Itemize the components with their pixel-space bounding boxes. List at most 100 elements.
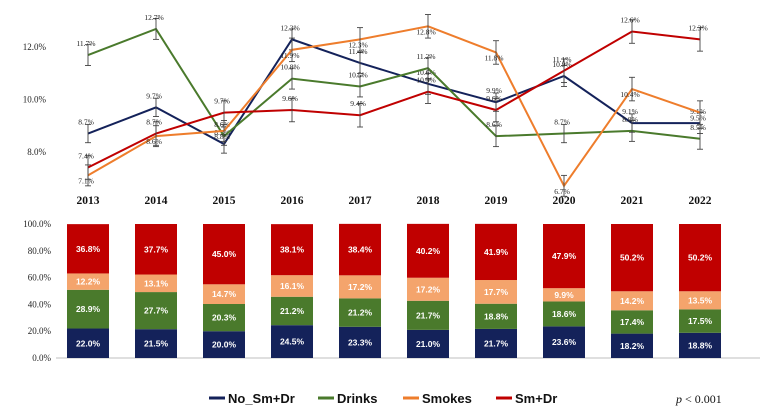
data-label: 10.5% xyxy=(348,70,367,79)
bar-segment-sm-dr xyxy=(271,224,313,276)
data-label: 12.8% xyxy=(416,27,435,36)
line-xtick-label: 2013 xyxy=(77,195,100,207)
bar-ytick-label: 80.0% xyxy=(28,246,52,256)
bar-segment-sm-dr xyxy=(543,224,585,289)
data-label: 8.5% xyxy=(690,123,706,132)
series-smokes: 7.1% 8.6% 8.8% 11.9% 12.3% 12.8% 11.8% 6.7% 10.4… xyxy=(78,14,706,197)
line-xtick-label: 2014 xyxy=(145,195,168,207)
bar-ytick-label: 20.0% xyxy=(28,326,52,336)
bar-stack-2022: 18.8% 17.5% 13.5% 50.2% xyxy=(679,224,721,358)
bar-value-label: 21.0% xyxy=(416,339,441,349)
bar-ytick-label: 0.0% xyxy=(32,353,51,363)
bar-value-label: 18.8% xyxy=(688,340,713,350)
line-xtick-label: 2019 xyxy=(485,195,508,207)
bar-value-label: 17.4% xyxy=(620,317,645,327)
bar-stack-2019: 21.7% 18.8% 17.7% 41.9% xyxy=(475,223,517,358)
data-label: 11.8% xyxy=(484,53,503,62)
p-value-symbol: p xyxy=(675,392,682,406)
bar-value-label: 50.2% xyxy=(688,253,713,263)
bar-segment-drinks xyxy=(67,289,109,329)
bar-segment-drinks xyxy=(611,310,653,334)
bar-stack-2018: 21.0% 21.7% 17.2% 40.2% xyxy=(407,223,449,358)
series-sm-dr: 7.4% 8.7% 9.7% 9.6% 9.4% 10.3% 9.6% 11.1% 12.6% 1… xyxy=(78,16,708,180)
data-label: 9.6% xyxy=(486,94,502,103)
bar-stack-2016: 24.5% 21.2% 16.1% 38.1% xyxy=(271,224,313,358)
data-label: 10.8% xyxy=(280,63,299,72)
bar-segment-smokes xyxy=(475,280,517,304)
p-value: p < 0.001 xyxy=(675,392,722,406)
bar-value-label: 21.7% xyxy=(416,310,441,320)
line-ytick-label: 12.0% xyxy=(23,42,47,52)
data-label: 9.7% xyxy=(214,97,230,106)
series-line-smokes xyxy=(87,25,701,188)
data-label: 9.4% xyxy=(350,99,366,108)
data-label: 8.7% xyxy=(78,118,94,127)
bar-value-label: 28.9% xyxy=(76,304,101,314)
bar-value-label: 20.0% xyxy=(212,340,237,350)
data-label: 8.6% xyxy=(146,137,162,146)
bar-segment-drinks xyxy=(475,303,517,329)
data-label: 7.1% xyxy=(78,176,94,185)
bar-value-label: 9.9% xyxy=(554,290,574,300)
data-label: 6.7% xyxy=(554,187,570,196)
data-label: 8.8% xyxy=(622,115,638,124)
bar-segment-smokes xyxy=(135,274,177,293)
bar-value-label: 14.2% xyxy=(620,296,645,306)
bar-value-label: 18.2% xyxy=(620,341,645,351)
data-label: 10.6% xyxy=(416,68,435,77)
data-label: 12.3% xyxy=(348,40,367,49)
bar-value-label: 21.2% xyxy=(280,306,305,316)
data-label: 12.3% xyxy=(688,23,707,32)
bar-segment-sm-dr xyxy=(407,223,449,278)
bar-value-label: 17.5% xyxy=(688,316,713,326)
bar-stack-2014: 21.5% 27.7% 13.1% 37.7% xyxy=(135,224,177,358)
bar-stack-2015: 20.0% 20.3% 14.7% 45.0% xyxy=(203,224,245,358)
data-label: 12.6% xyxy=(620,16,639,25)
bar-segment-sm-dr xyxy=(679,224,721,292)
bar-segment-sm-dr xyxy=(475,223,517,281)
data-label: 10.9% xyxy=(552,60,571,69)
bar-segment-smokes xyxy=(339,275,381,299)
bar-segment-smokes xyxy=(611,291,653,311)
bar-stack-2020: 23.6% 18.6% 9.9% 47.9% xyxy=(543,224,585,358)
line-xtick-label: 2015 xyxy=(213,195,236,207)
bar-value-label: 40.2% xyxy=(416,246,441,256)
bar-segment-no-sm-dr xyxy=(135,329,177,358)
bar-segment-drinks xyxy=(679,309,721,333)
line-xtick-label: 2022 xyxy=(689,195,712,207)
line-xtick-label: 2017 xyxy=(349,195,372,207)
bar-value-label: 27.7% xyxy=(144,306,169,316)
bar-value-label: 13.5% xyxy=(688,295,713,305)
bar-segment-sm-dr xyxy=(339,223,381,276)
bar-value-label: 20.3% xyxy=(212,313,237,323)
bar-segment-no-sm-dr xyxy=(543,326,585,358)
bar-segment-no-sm-dr xyxy=(611,333,653,358)
stacked-bar-chart: 0.0% 20.0% 40.0% 60.0% 80.0% 100.0% 22.0% 28.9%… xyxy=(23,219,760,363)
bar-value-label: 24.5% xyxy=(280,337,305,347)
bar-segment-drinks xyxy=(339,298,381,327)
bar-value-label: 38.1% xyxy=(280,245,305,255)
data-label: 11.1% xyxy=(552,55,571,64)
bar-segment-no-sm-dr xyxy=(407,329,449,358)
bar-segment-smokes xyxy=(271,275,313,297)
data-label: 7.4% xyxy=(78,152,94,161)
legend-label-no-sm-dr: No_Sm+Dr xyxy=(228,391,295,406)
bar-value-label: 17.2% xyxy=(348,282,373,292)
p-value-text: < 0.001 xyxy=(682,392,722,406)
bar-segment-drinks xyxy=(135,292,177,330)
bar-segment-smokes xyxy=(67,273,109,290)
bar-value-label: 21.7% xyxy=(484,338,509,348)
bar-segment-no-sm-dr xyxy=(679,332,721,358)
bar-value-label: 17.2% xyxy=(416,284,441,294)
bar-segment-sm-dr xyxy=(135,224,177,275)
bar-segment-sm-dr xyxy=(67,224,109,274)
line-xtick-label: 2020 xyxy=(553,195,576,207)
legend-label-drinks: Drinks xyxy=(337,391,377,406)
bar-value-label: 47.9% xyxy=(552,251,577,261)
bar-segment-no-sm-dr xyxy=(203,331,245,358)
data-label: 10.3% xyxy=(416,76,435,85)
data-label: 9.9% xyxy=(486,86,502,95)
bar-value-label: 13.1% xyxy=(144,278,169,288)
bar-value-label: 41.9% xyxy=(484,247,509,257)
data-label: 9.6% xyxy=(282,94,298,103)
